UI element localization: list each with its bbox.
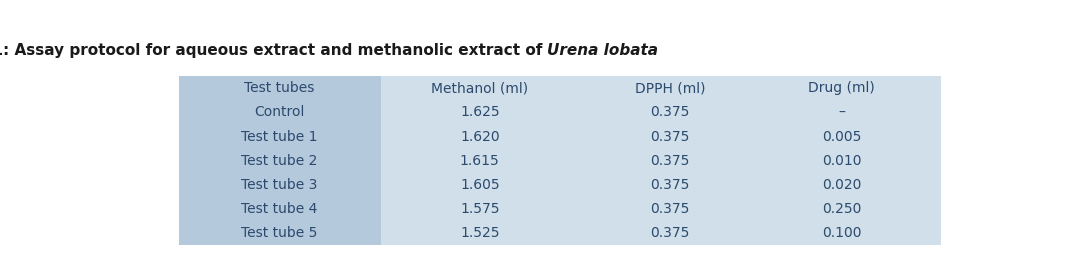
Text: 1.575: 1.575: [460, 202, 500, 216]
Text: 1.525: 1.525: [460, 226, 500, 240]
Bar: [179, 76, 941, 245]
Text: 0.375: 0.375: [650, 202, 690, 216]
Text: 0.375: 0.375: [650, 154, 690, 168]
Text: Table 1: Assay protocol for aqueous extract and methanolic extract of: Table 1: Assay protocol for aqueous extr…: [0, 43, 548, 58]
Text: 0.250: 0.250: [822, 202, 861, 216]
Text: 0.100: 0.100: [821, 226, 861, 240]
Text: Test tube 2: Test tube 2: [241, 154, 317, 168]
Text: 0.375: 0.375: [650, 105, 690, 120]
Text: 1.605: 1.605: [460, 178, 500, 192]
Text: 0.005: 0.005: [822, 130, 861, 143]
Text: Test tube 5: Test tube 5: [241, 226, 317, 240]
Text: –: –: [838, 105, 845, 120]
Text: 0.375: 0.375: [650, 130, 690, 143]
Text: Methanol (ml): Methanol (ml): [431, 81, 529, 95]
Text: 1.625: 1.625: [460, 105, 500, 120]
Text: 1.620: 1.620: [460, 130, 500, 143]
Text: Test tube 4: Test tube 4: [241, 202, 317, 216]
Text: 1.615: 1.615: [460, 154, 500, 168]
Text: Drug (ml): Drug (ml): [808, 81, 875, 95]
Text: Test tube 1: Test tube 1: [241, 130, 318, 143]
Text: Test tube 3: Test tube 3: [241, 178, 317, 192]
Text: 0.020: 0.020: [822, 178, 861, 192]
Text: Control: Control: [254, 105, 304, 120]
Text: DPPH (ml): DPPH (ml): [635, 81, 706, 95]
Text: 0.010: 0.010: [821, 154, 861, 168]
Bar: [381, 76, 941, 245]
Text: Urena lobata: Urena lobata: [548, 43, 658, 58]
Text: Test tubes: Test tubes: [245, 81, 315, 95]
Text: 0.375: 0.375: [650, 226, 690, 240]
Text: 0.375: 0.375: [650, 178, 690, 192]
